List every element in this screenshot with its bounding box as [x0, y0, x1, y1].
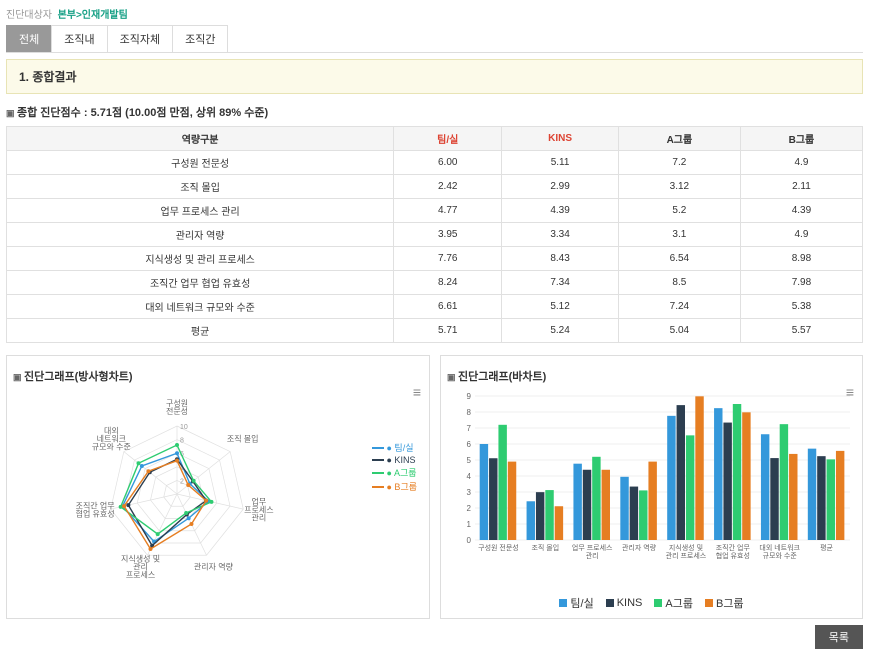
svg-text:10: 10	[180, 424, 188, 431]
table-row: 조직간 업무 협업 유효성8.247.348.57.98	[7, 271, 863, 295]
legend-item: ● B그룹	[372, 480, 418, 493]
svg-text:7: 7	[467, 424, 472, 433]
svg-text:업무 프로세스: 업무 프로세스	[572, 543, 613, 552]
tab-self[interactable]: 조직자체	[107, 25, 173, 52]
svg-text:규모와 수준: 규모와 수준	[92, 442, 131, 452]
svg-text:4: 4	[467, 472, 472, 481]
table-row: 대외 네트워크 규모와 수준6.615.127.245.38	[7, 295, 863, 319]
breadcrumb-label: 진단대상자	[6, 10, 52, 21]
breadcrumb-path: 본부>인재개발팀	[58, 10, 128, 21]
svg-text:조직 몰입: 조직 몰입	[531, 543, 559, 552]
svg-text:6: 6	[467, 440, 472, 449]
svg-text:구성원 전문성: 구성원 전문성	[478, 543, 519, 552]
svg-text:2: 2	[467, 504, 472, 513]
list-button[interactable]: 목록	[815, 625, 863, 649]
tab-between[interactable]: 조직간	[172, 25, 228, 52]
score-title: 종합 진단점수 : 5.71점 (10.00점 만점, 상위 89% 수준)	[6, 104, 863, 120]
table-header: KINS	[502, 127, 619, 151]
svg-text:1: 1	[467, 520, 472, 529]
legend-item: A그룹	[654, 595, 693, 611]
legend-item: 팀/실	[559, 595, 593, 611]
legend-item: ● KINS	[372, 455, 418, 465]
svg-text:프로세스: 프로세스	[126, 571, 155, 580]
table-row: 관리자 역량3.953.343.14.9	[7, 223, 863, 247]
breadcrumb: 진단대상자 본부>인재개발팀	[6, 6, 863, 21]
table-row: 조직 몰입2.422.993.122.11	[7, 175, 863, 199]
svg-text:5: 5	[467, 456, 472, 465]
table-row: 평균5.715.245.045.57	[7, 319, 863, 343]
legend-item: B그룹	[705, 595, 744, 611]
legend-item: KINS	[606, 595, 643, 611]
svg-text:협업 유효성: 협업 유효성	[76, 509, 115, 519]
svg-text:9: 9	[467, 392, 472, 401]
legend-item: ● A그룹	[372, 466, 418, 479]
bar-panel: 진단그래프(바차트) ≡ 0123456789구성원 전문성조직 몰입업무 프로…	[440, 355, 863, 619]
svg-text:3: 3	[467, 488, 472, 497]
svg-text:관리자 역량: 관리자 역량	[194, 562, 234, 572]
tab-inside[interactable]: 조직내	[51, 25, 107, 52]
svg-text:조직 몰입: 조직 몰입	[227, 434, 259, 444]
table-row: 지식생성 및 관리 프로세스7.768.436.548.98	[7, 247, 863, 271]
svg-text:전문성: 전문성	[166, 406, 188, 416]
svg-text:규모와 수준: 규모와 수준	[763, 551, 798, 560]
svg-text:2: 2	[180, 478, 184, 485]
svg-text:관리자 역량: 관리자 역량	[622, 543, 657, 552]
svg-text:지식생성 및: 지식생성 및	[669, 543, 703, 552]
tab-bar: 전체 조직내 조직자체 조직간	[6, 25, 863, 53]
table-header: 역량구분	[7, 127, 394, 151]
tab-all[interactable]: 전체	[6, 25, 52, 52]
table-row: 업무 프로세스 관리4.774.395.24.39	[7, 199, 863, 223]
svg-text:조직간 업무: 조직간 업무	[716, 543, 751, 552]
table-header: B그룹	[740, 127, 862, 151]
svg-text:협업 유효성: 협업 유효성	[716, 551, 750, 560]
legend-item: ● 팀/실	[372, 441, 418, 454]
radar-panel: 진단그래프(방사형차트) ≡ 246810구성원전문성조직 몰입업무프로세스관리…	[6, 355, 430, 619]
svg-text:관리: 관리	[252, 513, 267, 523]
score-table: 역량구분팀/실KINSA그룹B그룹 구성원 전문성6.005.117.24.9조…	[6, 126, 863, 343]
radar-title: 진단그래프(방사형차트)	[13, 368, 423, 384]
table-row: 구성원 전문성6.005.117.24.9	[7, 151, 863, 175]
bar-legend: 팀/실 KINS A그룹 B그룹	[447, 594, 856, 612]
svg-text:8: 8	[180, 438, 184, 445]
table-header: A그룹	[618, 127, 740, 151]
result-header: 1. 종합결과	[6, 59, 863, 94]
svg-text:평균: 평균	[820, 543, 833, 552]
svg-text:8: 8	[467, 408, 472, 417]
svg-text:대외 네트워크: 대외 네트워크	[759, 543, 800, 552]
svg-text:관리: 관리	[586, 551, 599, 560]
table-header: 팀/실	[394, 127, 502, 151]
svg-text:관리 프로세스: 관리 프로세스	[666, 551, 707, 560]
bar-title: 진단그래프(바차트)	[447, 368, 856, 384]
svg-text:0: 0	[467, 536, 472, 545]
